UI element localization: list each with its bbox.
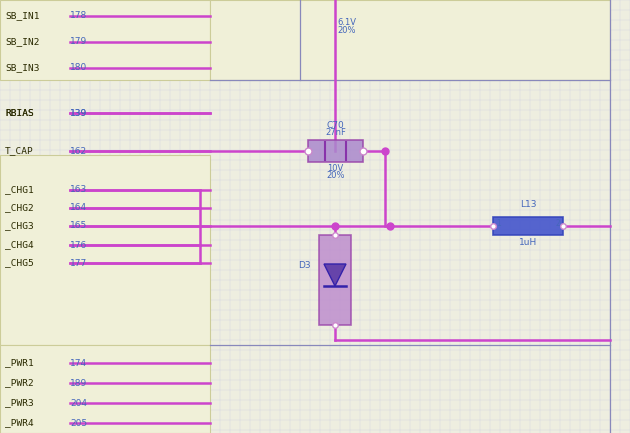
Text: 27nF: 27nF	[325, 128, 346, 137]
Text: 177: 177	[70, 259, 87, 268]
Text: 20%: 20%	[337, 26, 355, 35]
Text: 189: 189	[70, 378, 87, 388]
Bar	[319, 235, 351, 325]
Text: _CHG4: _CHG4	[5, 240, 34, 249]
Bar	[0, 0, 210, 80]
Text: _CHG2: _CHG2	[5, 204, 34, 213]
Bar	[0, 155, 210, 345]
Text: 176: 176	[70, 240, 87, 249]
Text: L13: L13	[520, 200, 536, 209]
Text: 1: 1	[496, 219, 501, 228]
Text: _PWR4: _PWR4	[5, 419, 34, 427]
Bar	[493, 217, 563, 235]
Text: _PWR3: _PWR3	[5, 398, 34, 407]
Text: 162: 162	[70, 146, 87, 155]
Text: _PWR1: _PWR1	[5, 359, 34, 368]
Text: 165: 165	[70, 222, 87, 230]
Text: _CHG1: _CHG1	[5, 185, 34, 194]
Bar	[0, 345, 210, 433]
Bar	[308, 140, 363, 162]
Text: 164: 164	[70, 204, 87, 213]
Text: 205: 205	[70, 419, 87, 427]
Text: 180: 180	[70, 64, 87, 72]
Text: T_CAP: T_CAP	[5, 146, 34, 155]
Text: 10V: 10V	[328, 164, 343, 173]
Text: D3: D3	[299, 261, 311, 269]
Polygon shape	[324, 264, 346, 286]
Text: SB_IN2: SB_IN2	[5, 38, 40, 46]
Text: RBIAS: RBIAS	[5, 109, 34, 117]
Text: 174: 174	[70, 359, 87, 368]
Text: 179: 179	[70, 38, 87, 46]
Text: 163: 163	[70, 185, 87, 194]
Text: 139: 139	[70, 109, 87, 117]
Bar	[210, 0, 610, 80]
Text: 139: 139	[70, 109, 87, 117]
Text: 6.1V: 6.1V	[337, 18, 356, 27]
Text: SB_IN3: SB_IN3	[5, 64, 40, 72]
Text: 204: 204	[70, 398, 87, 407]
Text: 178: 178	[70, 12, 87, 20]
Text: _CHG5: _CHG5	[5, 259, 34, 268]
Text: _CHG3: _CHG3	[5, 222, 34, 230]
Text: _PWR2: _PWR2	[5, 378, 34, 388]
Text: SB_IN1: SB_IN1	[5, 12, 40, 20]
Text: RBIAS: RBIAS	[5, 109, 34, 117]
Text: C70: C70	[326, 121, 345, 130]
Text: 2: 2	[555, 219, 560, 228]
Text: 1uH: 1uH	[519, 238, 537, 247]
Text: 20%: 20%	[326, 171, 345, 180]
